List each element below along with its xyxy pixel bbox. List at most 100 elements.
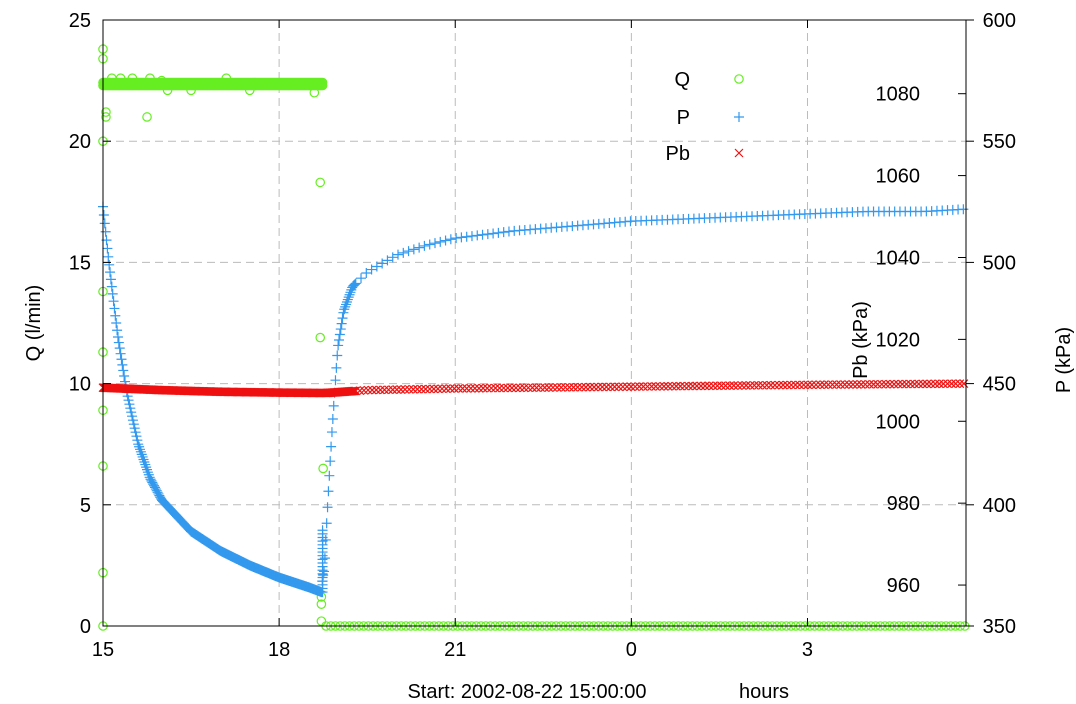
pb-point <box>860 379 870 389</box>
p-point <box>142 464 153 475</box>
pb-point <box>877 379 887 389</box>
pb-point <box>659 381 669 391</box>
p-point <box>127 411 138 422</box>
pb-point <box>926 379 936 389</box>
pb-point <box>384 385 394 395</box>
q-point <box>162 85 173 96</box>
pb-point <box>495 383 504 393</box>
pb-point <box>791 380 800 390</box>
p-point <box>102 243 113 254</box>
p-point <box>337 313 348 324</box>
legend-label-q: Q <box>674 69 690 91</box>
p-point <box>113 337 124 348</box>
legend-marker-pb <box>734 148 744 158</box>
p-point <box>327 413 338 424</box>
pb-point <box>811 380 821 390</box>
p-point <box>325 456 336 467</box>
pb-point <box>918 379 928 389</box>
p-point <box>326 441 337 452</box>
pb-point <box>408 384 418 394</box>
pb-point <box>589 382 599 392</box>
p-point <box>339 304 350 315</box>
y-tick-label-pb: 1020 <box>876 329 921 351</box>
p-point <box>472 230 483 241</box>
p-point <box>958 204 969 215</box>
pb-point <box>906 379 915 389</box>
p-point <box>414 242 425 253</box>
pb-point <box>507 383 517 393</box>
pb-point <box>934 379 944 389</box>
p-point <box>126 407 137 418</box>
y-tick-label-left: 5 <box>80 495 91 517</box>
pb-point <box>873 379 883 389</box>
p-point <box>118 365 129 376</box>
pb-point <box>708 381 718 391</box>
p-point <box>119 371 130 382</box>
pb-point <box>729 381 739 391</box>
p-point <box>340 301 351 312</box>
pb-point <box>375 385 385 395</box>
p-point <box>137 451 148 462</box>
pb-point <box>914 379 924 389</box>
p-point <box>134 444 145 455</box>
pb-point <box>807 380 817 390</box>
p-point <box>403 246 414 257</box>
x-tick-label: 18 <box>268 639 290 661</box>
p-point <box>342 294 353 305</box>
pb-point <box>688 381 698 391</box>
pb-point <box>692 381 702 391</box>
pb-point <box>930 379 940 389</box>
pb-point <box>823 380 833 390</box>
pb-point <box>400 385 410 394</box>
pb-point <box>536 383 546 393</box>
pb-point <box>655 381 665 391</box>
p-point <box>129 423 140 434</box>
pb-point <box>610 382 620 392</box>
pb-point <box>643 382 652 391</box>
pb-point <box>700 381 710 391</box>
pb-point <box>540 383 550 393</box>
p-point <box>348 281 359 292</box>
x-axis-label: hours <box>739 681 789 703</box>
p-point <box>140 459 151 470</box>
p-point <box>125 403 136 414</box>
pb-point <box>569 382 578 392</box>
y-tick-label-p: 450 <box>983 374 1016 396</box>
p-point <box>123 395 134 406</box>
pb-point <box>638 382 648 391</box>
y-tick-label-p: 350 <box>983 616 1016 638</box>
pb-point <box>795 380 804 390</box>
p-point <box>323 486 334 497</box>
p-point <box>333 340 344 351</box>
pb-point <box>392 385 402 395</box>
p-point <box>112 331 123 342</box>
pb-point <box>367 385 377 395</box>
pb-point <box>449 384 459 393</box>
pb-point <box>528 383 537 393</box>
pb-point <box>749 380 759 390</box>
pb-point <box>466 383 476 393</box>
pb-point <box>380 385 389 395</box>
p-point <box>143 469 154 480</box>
p-point <box>419 240 430 251</box>
p-point <box>106 281 117 292</box>
pb-point <box>618 382 628 392</box>
pb-point <box>412 384 422 394</box>
pb-point <box>552 383 562 392</box>
y-tick-label-pb: 980 <box>887 493 920 515</box>
y-tick-label-pb: 1060 <box>876 166 921 188</box>
p-point <box>112 325 123 336</box>
pb-point <box>712 381 722 391</box>
p-point <box>377 258 388 269</box>
x-tick-label: 3 <box>802 639 813 661</box>
pb-point <box>778 380 788 390</box>
pb-point <box>869 379 878 389</box>
pb-point <box>848 380 858 389</box>
pb-point <box>445 384 455 394</box>
pb-point <box>852 380 862 389</box>
p-point <box>350 278 361 289</box>
pb-point <box>819 380 829 390</box>
pb-point <box>511 383 521 393</box>
p-point <box>99 218 110 229</box>
pb-point <box>901 379 911 389</box>
